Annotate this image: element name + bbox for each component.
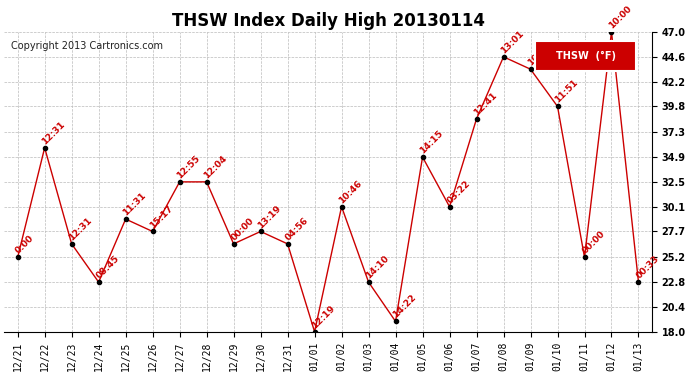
Text: 12:04: 12:04 [202, 154, 229, 180]
Text: 14:22: 14:22 [391, 293, 418, 320]
Text: 12:41: 12:41 [473, 91, 499, 117]
Text: 12:19: 12:19 [310, 303, 337, 330]
Text: 10:00: 10:00 [607, 4, 633, 30]
Text: 10:46: 10:46 [337, 178, 364, 205]
Text: 13:01: 13:01 [500, 29, 526, 55]
Text: 04:56: 04:56 [284, 216, 310, 242]
Text: 12:31: 12:31 [41, 120, 67, 146]
Text: 10:02: 10:02 [526, 41, 553, 68]
Text: 15:17: 15:17 [148, 203, 175, 230]
Text: 14:15: 14:15 [418, 129, 445, 156]
Text: 11:51: 11:51 [553, 78, 580, 105]
Text: 13:19: 13:19 [257, 203, 283, 230]
Text: 03:22: 03:22 [445, 178, 472, 205]
Text: 08:45: 08:45 [95, 254, 121, 280]
Text: 11:31: 11:31 [121, 191, 148, 217]
Text: Copyright 2013 Cartronics.com: Copyright 2013 Cartronics.com [10, 41, 163, 51]
Title: THSW Index Daily High 20130114: THSW Index Daily High 20130114 [172, 12, 484, 30]
Text: 12:55: 12:55 [175, 154, 202, 180]
Text: 12:31: 12:31 [68, 216, 94, 242]
Text: 0:00: 0:00 [14, 234, 35, 256]
Text: 00:33: 00:33 [634, 254, 661, 280]
Text: 00:00: 00:00 [229, 216, 256, 242]
Text: 00:00: 00:00 [580, 230, 607, 256]
Text: 14:10: 14:10 [364, 254, 391, 280]
